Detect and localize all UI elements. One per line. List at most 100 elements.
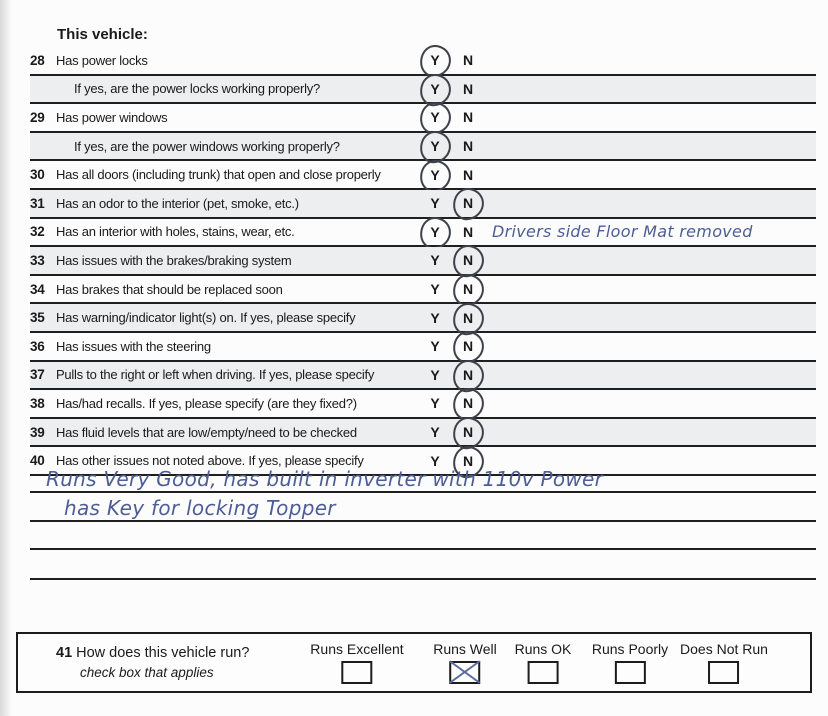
handwritten-note-line2: has Key for locking Topper (64, 496, 336, 520)
answer-no[interactable]: N (457, 453, 479, 469)
question-number: 40 (30, 453, 45, 469)
answer-no[interactable]: N (457, 395, 479, 411)
question-text: Has issues with the steering (56, 338, 211, 354)
question-text: Has brakes that should be replaced soon (56, 281, 283, 297)
question-row-39: 39 Has fluid levels that are low/empty/n… (30, 418, 816, 448)
question-row-29-followup: If yes, are the power windows working pr… (30, 132, 816, 162)
handwritten-note-line1: Runs Very Good, has built in inverter wi… (46, 467, 604, 491)
question-row-34: 34 Has brakes that should be replaced so… (30, 276, 816, 305)
question-text: Has fluid levels that are low/empty/need… (56, 424, 357, 440)
answer-no[interactable]: N (457, 252, 479, 268)
option-label: Does Not Run (680, 641, 768, 657)
question-number: 30 (30, 167, 45, 183)
answer-no[interactable]: N (462, 109, 474, 126)
option-label: Runs Excellent (310, 641, 404, 657)
question-text: Has other issues not noted above. If yes… (56, 453, 364, 469)
question-text: Has/had recalls. If yes, please specify … (56, 395, 357, 411)
checkbox-runs-ok[interactable] (527, 661, 559, 684)
answer-no[interactable]: N (462, 52, 474, 69)
question-41-instruction: check box that applies (80, 665, 214, 680)
answer-no[interactable]: N (457, 367, 479, 383)
question-text: Has power windows (56, 109, 168, 125)
option-label: Runs OK (514, 641, 572, 657)
question-row-30: 30 Has all doors (including trunk) that … (30, 161, 816, 190)
answer-yes[interactable]: Y (424, 109, 446, 125)
question-number: 32 (30, 224, 45, 240)
question-text: How does this vehicle run? (76, 645, 250, 661)
question-text: Pulls to the right or left when driving.… (56, 367, 375, 383)
answer-yes[interactable]: Y (430, 252, 440, 269)
question-number: 36 (30, 338, 45, 354)
question-number: 29 (30, 109, 45, 125)
option-runs-ok: Runs OK (514, 641, 572, 684)
checkbox-runs-well[interactable] (449, 661, 481, 684)
question-number: 33 (30, 252, 45, 268)
question-number: 34 (30, 281, 45, 297)
answer-yes[interactable]: Y (430, 366, 440, 383)
question-text: If yes, are the power locks working prop… (74, 81, 320, 97)
answer-no[interactable]: N (457, 281, 479, 297)
question-number: 41 (56, 645, 73, 661)
answer-yes[interactable]: Y (424, 81, 446, 97)
answer-yes[interactable]: Y (430, 281, 440, 298)
questions-table: 28 Has power locks Y N If yes, are the p… (30, 47, 816, 476)
answer-no[interactable]: N (457, 338, 479, 354)
answer-yes[interactable]: Y (424, 52, 446, 68)
question-row-29: 29 Has power windows Y N (30, 104, 816, 133)
question-number: 31 (30, 195, 45, 211)
question-row-28-followup: If yes, are the power locks working prop… (30, 75, 816, 105)
question-row-40: 40 Has other issues not noted above. If … (30, 447, 816, 476)
question-text: If yes, are the power windows working pr… (74, 138, 340, 154)
option-runs-well: Runs Well (433, 641, 497, 684)
option-does-not-run: Does Not Run (680, 641, 768, 684)
option-label: Runs Poorly (591, 641, 669, 657)
question-text: Has an odor to the interior (pet, smoke,… (56, 195, 299, 211)
question-text: Has warning/indicator light(s) on. If ye… (56, 310, 356, 326)
answer-no[interactable]: N (462, 223, 474, 240)
option-runs-poorly: Runs Poorly (592, 641, 668, 684)
notes-rule-line (30, 578, 816, 580)
option-label: Runs Well (433, 641, 497, 657)
question-number: 28 (30, 52, 45, 68)
checkbox-does-runs-poorly[interactable] (614, 661, 646, 684)
answer-yes[interactable]: Y (430, 395, 440, 412)
answer-yes[interactable]: Y (424, 167, 446, 183)
answer-yes[interactable]: Y (424, 138, 446, 154)
answer-no[interactable]: N (457, 195, 479, 211)
handwritten-note-row32: Drivers side Floor Mat removed (492, 221, 753, 241)
question-number: 38 (30, 395, 45, 411)
question-row-35: 35 Has warning/indicator light(s) on. If… (30, 304, 816, 333)
scan-edge-shadow (0, 0, 12, 716)
answer-no[interactable]: N (462, 138, 474, 155)
notes-rule-line (30, 491, 816, 493)
question-text: Has an interior with holes, stains, wear… (56, 224, 295, 240)
question-row-33: 33 Has issues with the brakes/braking sy… (30, 247, 816, 276)
answer-no[interactable]: N (457, 310, 479, 326)
answer-no[interactable]: N (462, 80, 474, 97)
question-text: Has all doors (including trunk) that ope… (56, 167, 381, 183)
answer-yes[interactable]: Y (430, 309, 440, 326)
question-text: Has power locks (56, 52, 148, 68)
answer-yes[interactable]: Y (430, 338, 440, 355)
question-41-box: 41 How does this vehicle run? check box t… (16, 632, 812, 693)
section-header: This vehicle: (57, 26, 148, 43)
answer-yes[interactable]: Y (424, 224, 446, 240)
notes-rule-line (30, 548, 816, 550)
question-row-32: 32 Has an interior with holes, stains, w… (30, 219, 816, 248)
question-41-label: 41 How does this vehicle run? (56, 645, 249, 661)
question-row-36: 36 Has issues with the steering Y N (30, 333, 816, 362)
checkbox-does-not-run[interactable] (708, 661, 740, 684)
notes-rule-line (30, 520, 816, 522)
question-row-37: 37 Pulls to the right or left when drivi… (30, 361, 816, 391)
answer-yes[interactable]: Y (430, 195, 440, 212)
option-runs-excellent: Runs Excellent (310, 641, 404, 684)
question-number: 39 (30, 424, 45, 440)
answer-no[interactable]: N (462, 166, 474, 183)
question-row-31: 31 Has an odor to the interior (pet, smo… (30, 189, 816, 219)
answer-yes[interactable]: Y (430, 424, 440, 441)
answer-yes[interactable]: Y (430, 452, 440, 469)
question-row-38: 38 Has/had recalls. If yes, please speci… (30, 390, 816, 419)
checkbox-runs-excellent[interactable] (341, 661, 373, 684)
answer-no[interactable]: N (457, 424, 479, 440)
